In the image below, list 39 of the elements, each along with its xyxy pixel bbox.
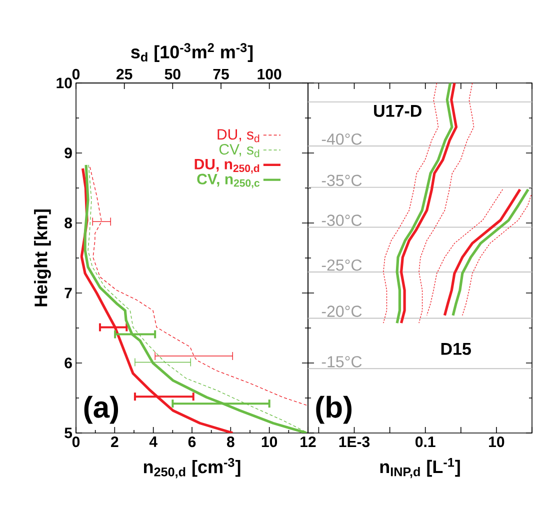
legend-label: DU, s$_{d}$	[218, 129, 260, 142]
annotation: (b)	[316, 396, 352, 424]
ref-line-label: -40°C	[322, 133, 362, 145]
y-tick-label: 7	[64, 288, 72, 298]
x-tick-label: 10	[262, 436, 278, 448]
x2-tick-label: 25	[116, 68, 132, 80]
annotation: U17-D	[374, 105, 422, 117]
y-tick-label: 5	[64, 428, 72, 438]
ref-line-label: -30°C	[322, 214, 362, 226]
x-tick-label: 8	[226, 436, 234, 448]
x-tick-label: 1E-3	[339, 436, 370, 448]
text: s$_{d}$ [10$^{-3}$m$^{2}$ m$^{-3}$]	[131, 43, 253, 62]
ref-line-label: -15°C	[322, 356, 362, 368]
x-axis-title: n$_{250,d}$ [cm$^{-3}$]	[144, 458, 240, 478]
x-tick-label: 10	[489, 436, 504, 448]
x2-tick-label: 0	[72, 68, 80, 80]
x-tick-label: 12	[300, 436, 316, 447]
legend-label: CV, n$_{250,c}$	[197, 174, 260, 188]
x-tick-label: 4	[149, 436, 158, 447]
y-tick-label: 9	[64, 148, 72, 158]
y-axis-title: Height [km]	[34, 210, 51, 306]
y-tick-label: 6	[64, 358, 72, 368]
annotation: D15	[441, 343, 471, 355]
x-tick-label: 0	[72, 436, 80, 448]
x2-tick-label: 100	[258, 68, 282, 80]
x-tick-label: 6	[188, 436, 196, 448]
y-tick-label: 10	[56, 78, 72, 88]
ref-line-label: -20°C	[322, 306, 362, 317]
x-tick-label: 0.1	[416, 436, 436, 448]
legend-label: CV, s$_{d}$	[219, 144, 260, 158]
ref-line-label: -35°C	[322, 174, 362, 186]
x-tick-label: 2	[111, 436, 118, 447]
y-tick-label: 8	[64, 218, 72, 228]
legend-label: DU, n$_{250,d}$	[194, 158, 260, 174]
annotation: (a)	[84, 396, 118, 424]
x2-tick-label: 50	[164, 68, 180, 80]
x-axis-title: n$_{INP,d}$ [L$^{-1}$]	[380, 458, 460, 478]
ref-line-label: -25°C	[322, 259, 362, 271]
x2-tick-label: 75	[213, 68, 229, 80]
